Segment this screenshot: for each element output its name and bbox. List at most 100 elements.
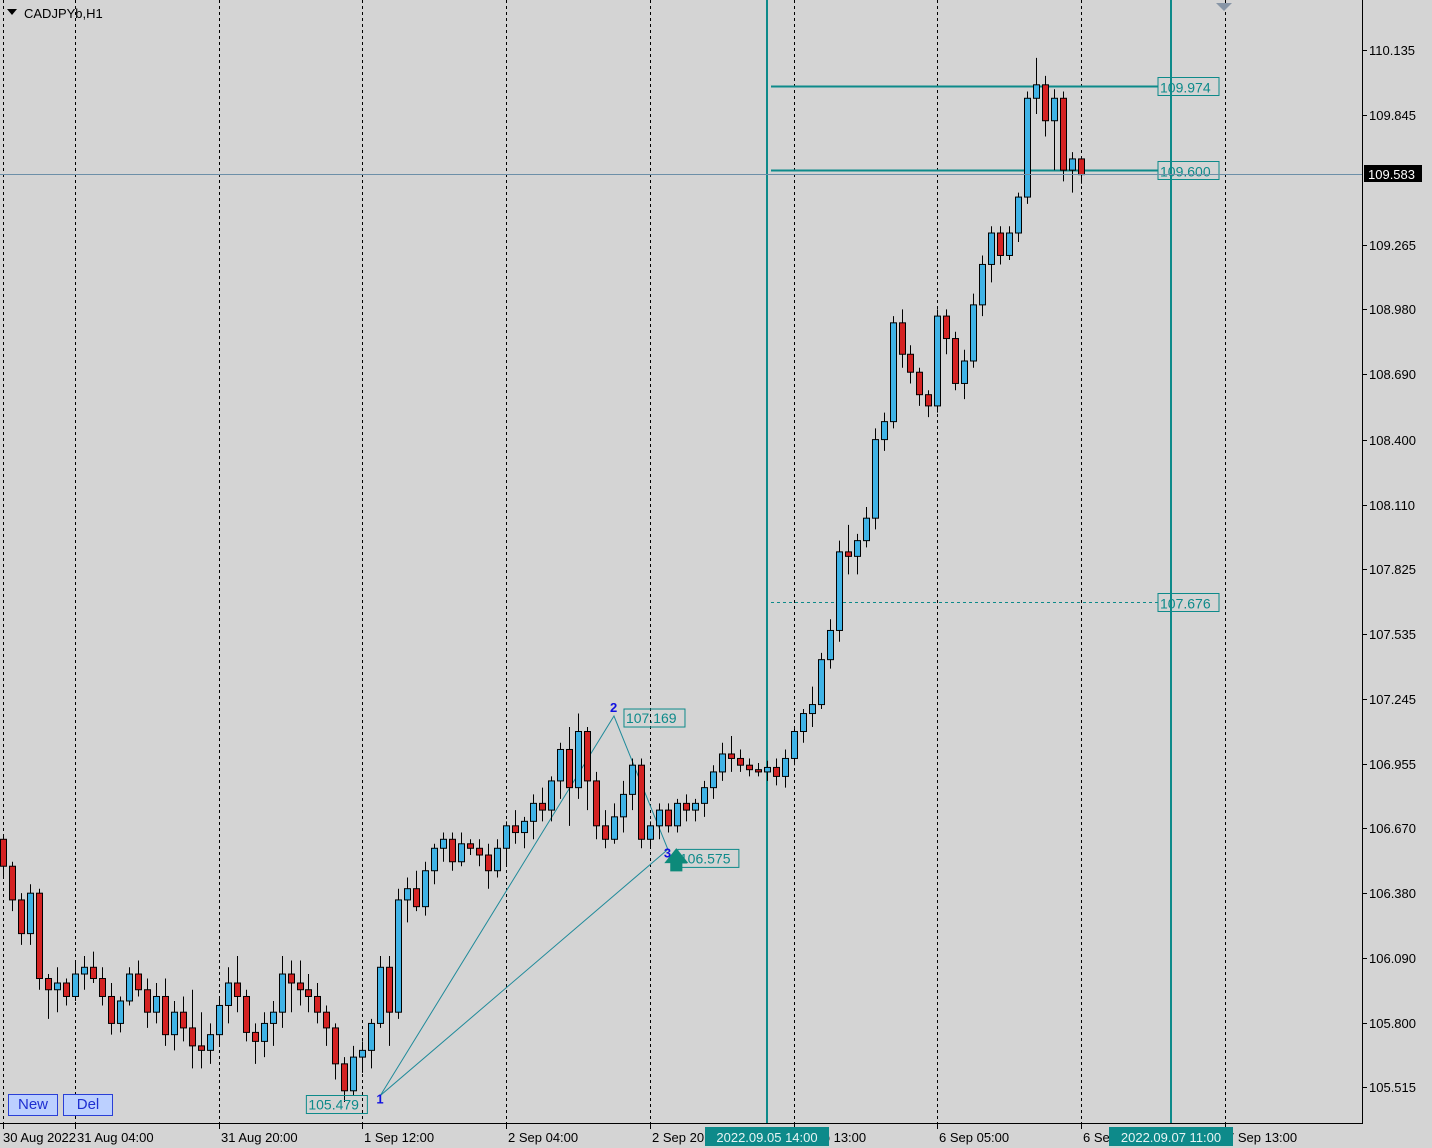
candle <box>737 749 744 772</box>
candle-body <box>440 838 447 849</box>
candle-body <box>485 854 492 872</box>
candle-body <box>539 802 546 811</box>
time-marker-tag <box>705 1127 829 1146</box>
candle-body <box>746 764 753 771</box>
price-axis: 110.135 109.845 109.265 108.980 108.690 108.4… <box>1362 43 1416 1095</box>
level-label: 107.676 <box>1160 596 1211 612</box>
candle-body <box>189 1027 196 1047</box>
candle-body <box>341 1063 348 1092</box>
candle <box>243 989 250 1042</box>
candle-body <box>207 1034 214 1051</box>
y-tick-label: 110.135 <box>1369 43 1415 58</box>
candle-body <box>979 263 986 306</box>
dropdown-triangle-icon[interactable] <box>7 9 17 15</box>
candle <box>144 978 151 1028</box>
candle <box>638 758 645 849</box>
candle <box>539 787 546 822</box>
grid-lines <box>3 0 1226 1123</box>
candle-body <box>297 982 304 991</box>
candle-body <box>1051 97 1058 122</box>
candle-body <box>162 995 169 1036</box>
candle <box>225 967 232 1024</box>
y-tick-label: 106.380 <box>1369 886 1416 901</box>
candle-body <box>728 753 735 759</box>
candle <box>485 843 492 889</box>
candle <box>0 834 7 878</box>
candle <box>458 832 465 867</box>
vertical-markers <box>766 0 1172 1124</box>
candle-body <box>530 802 537 822</box>
candle <box>180 996 187 1042</box>
candle <box>1015 192 1022 242</box>
candle <box>521 816 528 849</box>
candle-body <box>566 748 573 789</box>
candle-body <box>818 659 825 706</box>
candle <box>341 1057 348 1103</box>
candle-body <box>1078 158 1085 176</box>
candle <box>863 506 870 548</box>
candle <box>270 1000 277 1046</box>
candle-body <box>144 989 151 1013</box>
candle <box>548 776 555 822</box>
level-label-box <box>1157 593 1220 612</box>
candle-body <box>656 809 663 827</box>
candle-body <box>764 766 771 773</box>
time-marker-tag <box>1109 1127 1233 1146</box>
candle <box>611 803 618 844</box>
candle <box>872 428 879 530</box>
candle-body <box>925 394 932 407</box>
new-button[interactable]: New <box>8 1094 58 1116</box>
candle-body <box>1024 97 1031 198</box>
candle-body <box>674 802 681 827</box>
candle <box>252 1023 259 1064</box>
candle <box>297 960 304 1006</box>
candle <box>27 884 34 945</box>
candle <box>1042 75 1049 137</box>
candle-body <box>153 995 160 1013</box>
wave-baseline <box>380 849 669 1096</box>
candle <box>90 951 97 984</box>
candle <box>530 794 537 840</box>
candle-body <box>881 421 888 441</box>
y-tick-label: 108.110 <box>1369 498 1415 513</box>
candle-body <box>386 966 393 1013</box>
candle-body <box>997 232 1004 256</box>
candle-body <box>252 1031 259 1042</box>
candle-body <box>602 825 609 840</box>
candle <box>692 798 699 822</box>
candle-body <box>512 825 519 834</box>
price-axis-border <box>1362 0 1363 1124</box>
scroll-marker-icon[interactable] <box>1216 3 1232 11</box>
candle-body <box>719 753 726 773</box>
candle-body <box>117 1000 124 1024</box>
candle-body <box>413 888 420 908</box>
candle <box>449 832 456 871</box>
candle <box>279 956 286 1028</box>
del-button[interactable]: Del <box>63 1094 113 1116</box>
candle <box>503 821 510 867</box>
candle <box>386 956 393 1046</box>
candle-body <box>332 1027 339 1065</box>
candle-body <box>99 978 106 997</box>
candle <box>800 709 807 743</box>
x-tick-label: 30 Aug 2022 <box>3 1130 76 1145</box>
y-tick-label: 105.800 <box>1369 1016 1416 1031</box>
candle <box>81 956 88 990</box>
current-price-label: 109.583 <box>1368 167 1415 182</box>
candle <box>314 983 321 1024</box>
candle <box>350 1045 357 1096</box>
candle-body <box>377 966 384 1024</box>
level-label-box <box>1157 161 1220 180</box>
candle <box>961 349 968 400</box>
candle-body <box>683 802 690 811</box>
wave-price-box <box>623 708 686 728</box>
candle <box>1006 226 1013 260</box>
candle <box>207 1023 214 1064</box>
y-tick-label: 106.955 <box>1369 757 1416 772</box>
candle-body <box>916 371 923 396</box>
candle-body <box>1015 196 1022 234</box>
candle-body <box>198 1045 205 1051</box>
candle-body <box>422 870 429 908</box>
candle <box>683 794 690 822</box>
